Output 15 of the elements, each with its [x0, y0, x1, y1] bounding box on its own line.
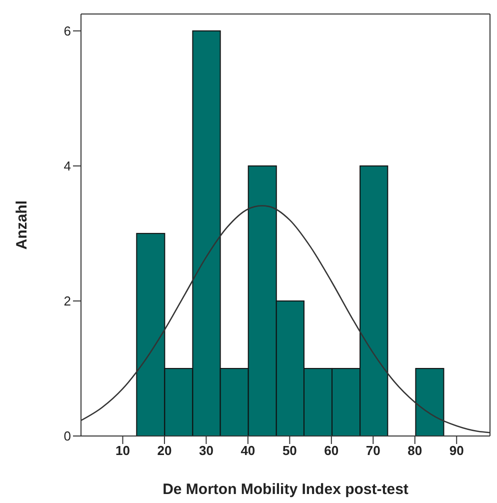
- y-tick-label: 2: [64, 294, 71, 309]
- x-tick-label: 10: [116, 443, 130, 458]
- y-tick-label: 6: [64, 23, 71, 38]
- x-tick-label: 80: [408, 443, 422, 458]
- y-axis-title: Anzahl: [13, 200, 30, 250]
- x-tick-label: 90: [449, 443, 464, 458]
- x-tick-label: 70: [366, 443, 380, 458]
- x-tick-label: 20: [157, 443, 172, 458]
- x-axis-title: De Morton Mobility Index post-test: [162, 481, 408, 498]
- x-tick-label: 40: [240, 443, 256, 458]
- y-tick-label: 0: [64, 428, 71, 444]
- x-tick-label: 60: [324, 443, 339, 458]
- x-tick-label: 30: [198, 443, 214, 458]
- x-tick-label: 50: [282, 443, 297, 458]
- y-tick-label: 4: [64, 158, 71, 174]
